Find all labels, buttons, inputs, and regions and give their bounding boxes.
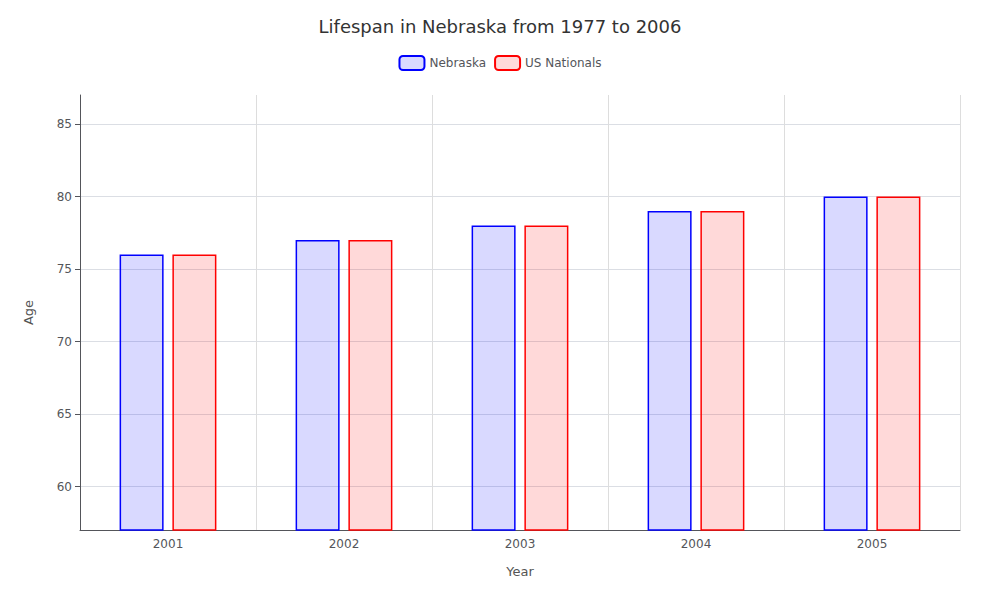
svg-text:70: 70 bbox=[57, 335, 72, 349]
svg-text:2002: 2002 bbox=[329, 537, 360, 551]
svg-text:80: 80 bbox=[57, 190, 72, 204]
svg-text:2003: 2003 bbox=[505, 537, 536, 551]
svg-text:Lifespan in Nebraska from 1977: Lifespan in Nebraska from 1977 to 2006 bbox=[319, 16, 682, 37]
svg-text:2005: 2005 bbox=[857, 537, 888, 551]
svg-text:Nebraska: Nebraska bbox=[429, 56, 486, 70]
svg-text:2004: 2004 bbox=[681, 537, 712, 551]
svg-text:2001: 2001 bbox=[153, 537, 184, 551]
svg-text:85: 85 bbox=[57, 117, 72, 131]
svg-text:60: 60 bbox=[57, 480, 72, 494]
svg-text:Age: Age bbox=[21, 300, 36, 325]
svg-text:US Nationals: US Nationals bbox=[525, 56, 601, 70]
svg-text:75: 75 bbox=[57, 262, 72, 276]
svg-text:Year: Year bbox=[505, 564, 534, 579]
svg-text:65: 65 bbox=[57, 407, 72, 421]
